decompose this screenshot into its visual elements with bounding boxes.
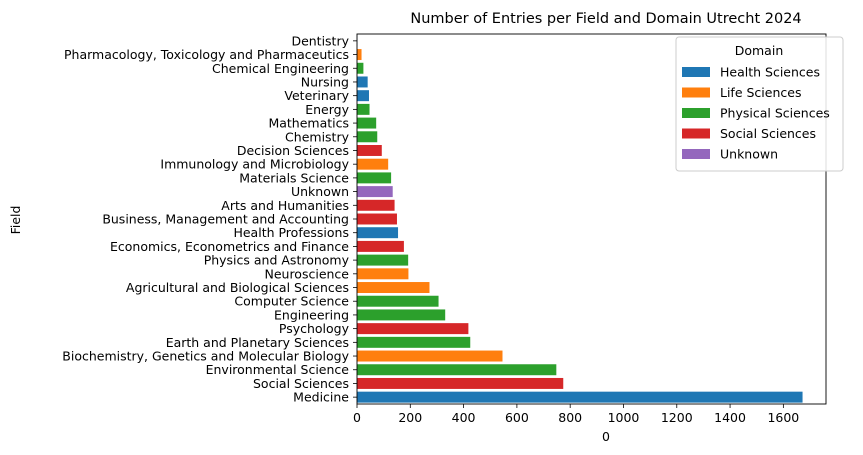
- x-tick-label: 1000: [608, 410, 640, 425]
- y-tick-label: Materials Science: [239, 170, 349, 185]
- y-tick-label: Chemical Engineering: [212, 61, 349, 76]
- y-tick-label: Immunology and Microbiology: [160, 157, 349, 172]
- bar: [357, 145, 382, 156]
- x-axis-ticks: 0 200 400 600 800 1000 1200 1400 1600: [353, 404, 799, 425]
- bar: [357, 199, 395, 211]
- x-tick-label: 400: [452, 410, 476, 425]
- bar: [357, 62, 364, 74]
- y-tick-label: Business, Management and Accounting: [102, 212, 349, 227]
- x-tick-label: 1400: [714, 410, 746, 425]
- x-tick-label: 0: [353, 410, 361, 425]
- legend-label: Life Sciences: [720, 85, 801, 100]
- bar: [357, 117, 377, 129]
- plot-frame: [356, 33, 827, 405]
- x-tick-label: 1600: [767, 410, 799, 425]
- y-tick-label: Veterinary: [284, 88, 349, 103]
- y-tick-label: Computer Science: [234, 294, 349, 309]
- legend-swatch: [682, 108, 710, 118]
- bar: [357, 172, 392, 184]
- chart-title: Number of Entries per Field and Domain U…: [410, 11, 801, 27]
- bar: [357, 282, 430, 293]
- y-tick-label: Neuroscience: [264, 266, 349, 281]
- bar: [357, 268, 409, 280]
- legend-swatch: [682, 149, 710, 159]
- bar: [357, 336, 471, 348]
- legend-swatch: [682, 67, 710, 77]
- bar: [357, 309, 446, 321]
- bar: [357, 254, 409, 266]
- bar: [357, 186, 393, 198]
- x-tick-label: 600: [505, 410, 529, 425]
- legend-swatch: [682, 87, 710, 98]
- legend-label: Unknown: [720, 147, 778, 162]
- legend-label: Social Sciences: [720, 126, 816, 141]
- legend-title: Domain: [735, 43, 784, 58]
- y-tick-label: Decision Sciences: [237, 143, 349, 158]
- legend-entries: Health Sciences Life Sciences Physical Sci…: [682, 65, 830, 162]
- bars-group: [357, 35, 803, 403]
- bar: [357, 227, 399, 239]
- bar: [357, 131, 378, 143]
- y-tick-label: Agricultural and Biological Sciences: [126, 280, 349, 295]
- bar: [357, 350, 503, 362]
- y-tick-label: Economics, Econometrics and Finance: [110, 239, 349, 254]
- y-tick-label: Medicine: [293, 390, 349, 405]
- y-tick-label: Dentistry: [291, 33, 349, 48]
- x-tick-label: 800: [558, 410, 582, 425]
- bar: [357, 76, 368, 88]
- y-tick-label: Earth and Planetary Sciences: [166, 335, 349, 350]
- legend-label: Health Sciences: [720, 65, 820, 80]
- x-axis-label: 0: [602, 429, 610, 444]
- y-tick-label: Environmental Science: [206, 362, 350, 377]
- y-tick-label: Unknown: [291, 184, 349, 199]
- bar: [357, 295, 439, 307]
- bar: [357, 158, 389, 170]
- legend-swatch: [682, 128, 710, 139]
- y-tick-label: Pharmacology, Toxicology and Pharmaceuti…: [64, 47, 349, 62]
- bar: [357, 323, 469, 335]
- bar: [357, 213, 397, 225]
- y-tick-label: Arts and Humanities: [221, 198, 349, 213]
- bar: [357, 364, 557, 376]
- y-tick-label: Physics and Astronomy: [204, 253, 350, 268]
- y-tick-label: Mathematics: [268, 116, 349, 131]
- legend-label: Physical Sciences: [720, 106, 830, 121]
- bar: [357, 377, 564, 389]
- bar: [357, 49, 362, 61]
- legend-box: [675, 36, 844, 172]
- x-tick-label: 200: [398, 410, 422, 425]
- y-tick-label: Chemistry: [285, 129, 350, 144]
- y-tick-label: Psychology: [279, 321, 350, 336]
- bar: [357, 103, 370, 115]
- bar: [357, 90, 369, 102]
- x-tick-label: 1200: [661, 410, 693, 425]
- y-tick-label: Social Sciences: [253, 376, 349, 391]
- y-tick-label: Biochemistry, Genetics and Molecular Bio…: [62, 349, 349, 364]
- y-tick-label: Nursing: [301, 74, 349, 89]
- y-tick-label: Health Professions: [233, 225, 349, 240]
- legend: Domain Health Sciences Life Sciences Physi…: [675, 36, 844, 172]
- y-tick-label: Energy: [305, 102, 349, 117]
- bar: [357, 391, 803, 403]
- bar: [357, 240, 404, 252]
- y-axis-label: Field: [8, 206, 23, 235]
- y-tick-label: Engineering: [274, 307, 349, 322]
